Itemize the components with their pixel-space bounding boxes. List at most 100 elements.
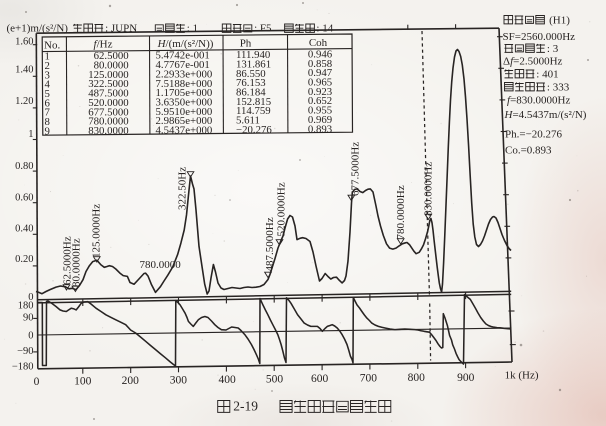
svg-text:200: 200 bbox=[122, 375, 140, 387]
svg-text:0.969: 0.969 bbox=[308, 114, 332, 126]
svg-text:2.9865e+000: 2.9865e+000 bbox=[156, 115, 213, 127]
svg-text:80.0000: 80.0000 bbox=[94, 60, 129, 72]
svg-text:0.858: 0.858 bbox=[308, 58, 332, 70]
svg-text:86.550: 86.550 bbox=[236, 68, 266, 80]
svg-text:487.5000: 487.5000 bbox=[88, 88, 129, 100]
svg-text:700: 700 bbox=[360, 373, 378, 385]
svg-text:800: 800 bbox=[408, 372, 426, 384]
svg-text:62.5000Hz: 62.5000Hz bbox=[62, 236, 74, 285]
svg-text:1: 1 bbox=[45, 51, 50, 63]
svg-text:: 14: : 14 bbox=[316, 23, 333, 35]
svg-text:0.20: 0.20 bbox=[15, 254, 33, 265]
svg-text:830.0000Hz: 830.0000Hz bbox=[423, 162, 435, 216]
svg-text:No.: No. bbox=[44, 40, 60, 52]
svg-text:76.153: 76.153 bbox=[236, 77, 266, 89]
svg-text:131.861: 131.861 bbox=[236, 59, 271, 71]
svg-text:111.940: 111.940 bbox=[236, 49, 270, 61]
svg-text:0.955: 0.955 bbox=[308, 105, 332, 117]
svg-text:600: 600 bbox=[311, 373, 329, 385]
svg-text:H/(m/(s²/N)): H/(m/(s²/N)) bbox=[157, 38, 214, 50]
svg-text:520.0000Hz: 520.0000Hz bbox=[276, 182, 288, 236]
svg-text:0.60: 0.60 bbox=[15, 193, 33, 204]
svg-text:677.5000: 677.5000 bbox=[88, 106, 129, 118]
svg-text:7.5188e+000: 7.5188e+000 bbox=[156, 78, 213, 90]
svg-text:500: 500 bbox=[266, 374, 284, 386]
svg-text:125.0000Hz: 125.0000Hz bbox=[91, 204, 103, 258]
svg-text:1k (Hz): 1k (Hz) bbox=[505, 370, 539, 382]
svg-text:SF=2560.000Hz: SF=2560.000Hz bbox=[503, 31, 576, 43]
svg-text:(e+1)m/(s²/N): (e+1)m/(s²/N) bbox=[7, 23, 69, 35]
svg-text:0.923: 0.923 bbox=[308, 86, 332, 98]
svg-text:9: 9 bbox=[45, 125, 50, 137]
svg-text:2: 2 bbox=[45, 60, 50, 72]
svg-text:0.652: 0.652 bbox=[308, 95, 332, 107]
svg-text:−20.276: −20.276 bbox=[236, 124, 272, 136]
svg-text:0: 0 bbox=[28, 292, 33, 303]
svg-text:3.6350e+000: 3.6350e+000 bbox=[156, 96, 213, 108]
svg-text:7: 7 bbox=[45, 107, 51, 119]
svg-text:1: 1 bbox=[28, 129, 33, 140]
svg-text:152.815: 152.815 bbox=[236, 96, 271, 108]
svg-text:86.184: 86.184 bbox=[236, 87, 266, 99]
svg-text:300: 300 bbox=[170, 375, 188, 387]
svg-text:90: 90 bbox=[23, 313, 34, 324]
svg-text:400: 400 bbox=[218, 374, 236, 386]
svg-text:: 401: : 401 bbox=[536, 68, 558, 80]
svg-text:: 3: : 3 bbox=[547, 43, 559, 55]
svg-text:0.893: 0.893 bbox=[308, 123, 332, 135]
svg-text:1.40: 1.40 bbox=[15, 65, 33, 76]
svg-text:Ph.=−20.276: Ph.=−20.276 bbox=[505, 128, 563, 140]
svg-text:6: 6 bbox=[45, 97, 51, 109]
svg-text:0.946: 0.946 bbox=[308, 49, 333, 61]
svg-text:f/Hz: f/Hz bbox=[94, 39, 113, 51]
svg-text:4: 4 bbox=[45, 79, 51, 91]
svg-text:80.0000Hz: 80.0000Hz bbox=[71, 238, 83, 287]
svg-text:0: 0 bbox=[34, 376, 40, 388]
svg-text:−180: −180 bbox=[12, 361, 34, 372]
svg-text:0.40: 0.40 bbox=[15, 223, 33, 234]
svg-text:780.0000Hz: 780.0000Hz bbox=[395, 185, 407, 239]
svg-text:: 1: : 1 bbox=[187, 23, 198, 35]
svg-text:5.9510e+000: 5.9510e+000 bbox=[156, 106, 213, 118]
svg-text:Δf=2.5000Hz: Δf=2.5000Hz bbox=[503, 55, 563, 67]
svg-text:5: 5 bbox=[45, 88, 50, 100]
svg-text:520.0000: 520.0000 bbox=[88, 97, 129, 109]
svg-text:780.0000: 780.0000 bbox=[88, 116, 129, 128]
svg-text:−90: −90 bbox=[17, 346, 33, 357]
svg-text:677.5000Hz: 677.5000Hz bbox=[350, 142, 362, 196]
svg-text:: JUPN: : JUPN bbox=[105, 23, 137, 35]
svg-text:100: 100 bbox=[74, 376, 92, 388]
svg-text:1.20: 1.20 bbox=[15, 96, 33, 107]
svg-text:3: 3 bbox=[45, 69, 50, 81]
svg-text:f=830.0000Hz: f=830.0000Hz bbox=[507, 94, 570, 106]
svg-text:0.947: 0.947 bbox=[308, 67, 333, 79]
svg-text:1.60: 1.60 bbox=[15, 37, 33, 48]
svg-text:0.965: 0.965 bbox=[308, 77, 332, 89]
svg-text:4.7767e-001: 4.7767e-001 bbox=[156, 59, 210, 71]
svg-text:5.4742e-001: 5.4742e-001 bbox=[156, 50, 210, 62]
svg-text:0.80: 0.80 bbox=[15, 161, 33, 172]
svg-text:0: 0 bbox=[28, 330, 33, 341]
svg-text:830.0000: 830.0000 bbox=[88, 125, 129, 137]
svg-text:62.5000: 62.5000 bbox=[94, 50, 129, 62]
svg-text:900: 900 bbox=[457, 372, 475, 384]
svg-text:180: 180 bbox=[18, 300, 34, 311]
svg-text:1.1705e+000: 1.1705e+000 bbox=[156, 87, 213, 99]
svg-text:8: 8 bbox=[45, 116, 50, 128]
svg-text:: 333: : 333 bbox=[547, 81, 570, 93]
svg-text:125.0000: 125.0000 bbox=[88, 69, 129, 81]
svg-text:Co.=0.893: Co.=0.893 bbox=[505, 144, 552, 156]
svg-text:Coh: Coh bbox=[309, 37, 328, 49]
svg-text:Ph: Ph bbox=[240, 38, 252, 50]
svg-text:(H1): (H1) bbox=[546, 14, 570, 26]
svg-text:5.611: 5.611 bbox=[236, 115, 260, 127]
svg-text:487.5000Hz: 487.5000Hz bbox=[264, 217, 276, 271]
svg-text:H=4.5437m/(s²/N): H=4.5437m/(s²/N) bbox=[504, 109, 587, 121]
svg-text:322.5000: 322.5000 bbox=[88, 78, 129, 90]
svg-text:4.5437e+000: 4.5437e+000 bbox=[156, 125, 213, 137]
svg-text:2-19: 2-19 bbox=[233, 399, 258, 414]
svg-text:114.759: 114.759 bbox=[236, 105, 271, 117]
svg-text:2.2933e+000: 2.2933e+000 bbox=[156, 68, 213, 80]
svg-text:: F5: : F5 bbox=[254, 23, 272, 35]
svg-text:322.50Hz: 322.50Hz bbox=[177, 167, 189, 210]
